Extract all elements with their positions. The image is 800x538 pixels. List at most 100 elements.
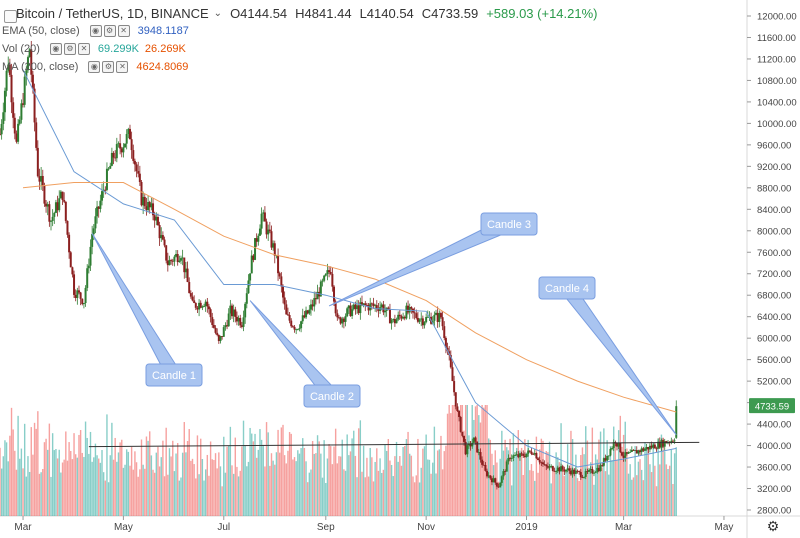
candle-body bbox=[22, 103, 25, 105]
candle-body bbox=[288, 315, 291, 321]
candle-body bbox=[286, 314, 289, 316]
volume-bar bbox=[323, 440, 325, 516]
indicator-value: 3948.1187 bbox=[137, 25, 189, 37]
volume-bar bbox=[334, 428, 337, 516]
volume-bar bbox=[356, 477, 358, 516]
volume-bar bbox=[614, 442, 617, 516]
close-icon[interactable]: ✕ bbox=[117, 25, 130, 37]
volume-bar bbox=[550, 483, 552, 516]
collapse-legend-icon[interactable] bbox=[4, 10, 17, 23]
volume-bar bbox=[152, 469, 154, 516]
chart-settings-icon[interactable]: ⚙ bbox=[767, 518, 780, 534]
volume-bar bbox=[68, 442, 70, 516]
candle-body bbox=[173, 256, 176, 262]
last-price-label: 4733.59 bbox=[755, 402, 789, 413]
volume-bar bbox=[624, 421, 626, 516]
volume-bar bbox=[170, 456, 172, 516]
candle-body bbox=[66, 220, 69, 235]
volume-bar bbox=[160, 457, 162, 516]
close-icon[interactable]: ✕ bbox=[77, 43, 90, 55]
y-tick-label: 9200.00 bbox=[757, 162, 791, 173]
volume-bar bbox=[7, 461, 9, 516]
volume-bar bbox=[117, 452, 120, 516]
volume-bar bbox=[341, 439, 343, 516]
callout-label[interactable]: Candle 2 bbox=[310, 391, 354, 403]
volume-bar bbox=[547, 452, 549, 516]
candle-body bbox=[18, 119, 21, 124]
candle-body bbox=[160, 235, 163, 239]
candle-body bbox=[576, 470, 579, 472]
callout-label[interactable]: Candle 3 bbox=[487, 219, 531, 231]
candle-body bbox=[99, 200, 102, 209]
callout-label[interactable]: Candle 1 bbox=[152, 370, 196, 382]
eye-icon[interactable]: ◉ bbox=[89, 25, 102, 37]
volume-bar bbox=[455, 405, 457, 516]
volume-bar bbox=[282, 424, 284, 516]
candle-body bbox=[611, 448, 614, 450]
y-tick-label: 10400.00 bbox=[757, 97, 797, 108]
volume-bar bbox=[43, 442, 46, 516]
candle-body bbox=[222, 327, 225, 337]
volume-bar bbox=[515, 447, 518, 516]
candle-body bbox=[263, 212, 266, 222]
candle-body bbox=[183, 257, 186, 273]
y-tick-label: 4400.00 bbox=[757, 420, 791, 431]
chevron-down-icon[interactable]: ⌄ bbox=[213, 7, 223, 19]
candle-body bbox=[25, 70, 28, 77]
eye-icon[interactable]: ◉ bbox=[49, 43, 62, 55]
candle-body bbox=[351, 309, 354, 317]
indicator-ma[interactable]: MA (200, close) ◉ ⚙ ✕ 4624.8069 bbox=[2, 58, 598, 76]
candle-body bbox=[512, 455, 515, 458]
candle-body bbox=[650, 445, 653, 448]
volume-bar bbox=[300, 448, 302, 516]
candle-body bbox=[462, 435, 465, 442]
volume-bar bbox=[606, 440, 608, 516]
volume-bar bbox=[292, 459, 294, 516]
volume-bar bbox=[589, 462, 592, 516]
volume-bar bbox=[504, 439, 506, 516]
volume-bar bbox=[506, 447, 508, 516]
volume-bar bbox=[534, 480, 536, 516]
candle-body bbox=[273, 243, 276, 256]
volume-bar bbox=[172, 440, 174, 516]
x-tick-label: Mar bbox=[14, 522, 32, 533]
volume-bar bbox=[107, 482, 110, 516]
volume-bar bbox=[221, 486, 223, 516]
candle-body bbox=[194, 303, 197, 308]
candle-body bbox=[105, 168, 108, 190]
candle-body bbox=[359, 302, 362, 314]
volume-bar bbox=[112, 459, 115, 516]
settings-icon[interactable]: ⚙ bbox=[102, 61, 115, 73]
volume-bar bbox=[306, 482, 309, 516]
volume-bar bbox=[28, 471, 31, 516]
eye-icon[interactable]: ◉ bbox=[88, 61, 101, 73]
indicator-ema[interactable]: EMA (50, close) ◉ ⚙ ✕ 3948.1187 bbox=[2, 22, 598, 40]
candle-body bbox=[532, 453, 535, 455]
volume-bar bbox=[237, 476, 240, 516]
volume-bar bbox=[418, 482, 421, 516]
volume-bar bbox=[61, 462, 64, 516]
volume-bar bbox=[410, 455, 413, 516]
close-icon[interactable]: ✕ bbox=[116, 61, 129, 73]
candle-body bbox=[657, 441, 660, 449]
candle-body bbox=[643, 448, 646, 451]
settings-icon[interactable]: ⚙ bbox=[63, 43, 76, 55]
low-value: L4140.54 bbox=[359, 5, 414, 21]
callout-label[interactable]: Candle 4 bbox=[545, 283, 589, 295]
candle-body bbox=[188, 282, 191, 294]
candle-body bbox=[326, 270, 329, 275]
candle-body bbox=[601, 465, 604, 467]
indicator-volume[interactable]: Vol (20) ◉ ⚙ ✕ 69.299K 26.269K bbox=[2, 40, 598, 58]
volume-bar bbox=[181, 452, 184, 516]
candle-body bbox=[599, 465, 602, 472]
symbol-title[interactable]: Bitcoin / TetherUS, 1D, BINANCE bbox=[16, 5, 209, 21]
settings-icon[interactable]: ⚙ bbox=[103, 25, 116, 37]
indicator-label: Vol (20) bbox=[2, 43, 40, 55]
volume-bar bbox=[608, 474, 610, 516]
candle-body bbox=[336, 313, 339, 318]
candle-body bbox=[451, 367, 454, 382]
candle-body bbox=[40, 175, 43, 182]
volume-bar bbox=[420, 467, 422, 516]
volume-bar bbox=[476, 405, 478, 516]
